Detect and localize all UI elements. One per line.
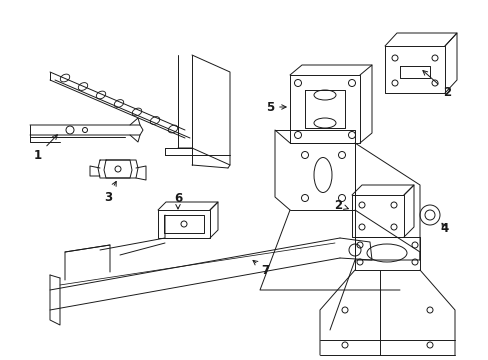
Text: 3: 3 — [104, 181, 116, 203]
Text: 5: 5 — [265, 100, 285, 113]
Text: 2: 2 — [333, 198, 347, 212]
Text: 6: 6 — [174, 192, 182, 209]
Text: 7: 7 — [252, 260, 268, 276]
Text: 2: 2 — [422, 71, 450, 99]
Text: 1: 1 — [34, 135, 57, 162]
Text: 4: 4 — [440, 221, 448, 234]
